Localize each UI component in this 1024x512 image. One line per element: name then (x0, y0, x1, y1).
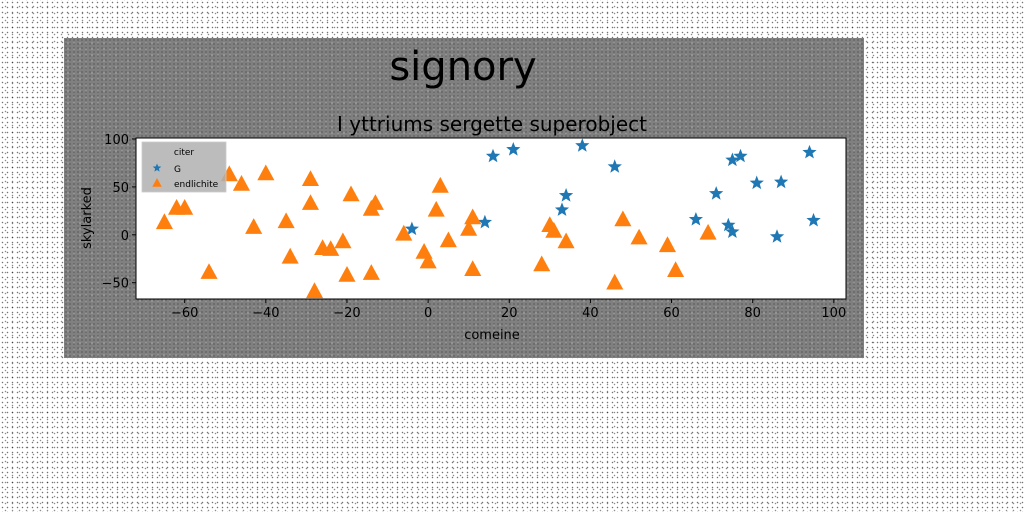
point-endlichite (338, 266, 356, 282)
figure-suptitle: signory (389, 44, 536, 90)
point-endlichite (699, 223, 717, 240)
point-endlichite (464, 260, 482, 276)
legend-marker-g (152, 163, 162, 172)
point-g (725, 152, 740, 167)
point-endlichite (301, 194, 319, 210)
point-endlichite (301, 170, 319, 186)
x-tick-label: 0 (424, 306, 432, 321)
legend-marker-endlichite (152, 178, 162, 187)
point-endlichite (155, 213, 173, 230)
scatter-chart: signory I yttriums sergette superobject … (80, 44, 847, 343)
point-endlichite (431, 176, 449, 193)
x-tick-label: −20 (333, 306, 360, 321)
chart-title: I yttriums sergette superobject (337, 112, 647, 136)
point-endlichite (342, 185, 360, 202)
y-axis: −50 0 50 100 (102, 133, 136, 292)
point-g (575, 138, 590, 152)
point-endlichite (200, 263, 218, 279)
point-endlichite (362, 264, 380, 280)
point-endlichite (606, 273, 624, 290)
point-endlichite (281, 247, 299, 264)
point-g (554, 202, 570, 216)
legend-label: G (174, 165, 181, 175)
x-axis-label: comeine (464, 328, 520, 343)
point-endlichite (322, 240, 340, 256)
y-tick-label: −50 (102, 277, 129, 292)
point-endlichite (545, 222, 563, 238)
point-g (769, 229, 785, 243)
x-tick-label: 100 (821, 306, 846, 321)
point-endlichite (533, 255, 551, 272)
point-endlichite (460, 220, 478, 236)
point-g (774, 174, 789, 189)
point-endlichite (614, 210, 632, 227)
point-g (404, 221, 419, 236)
y-tick-label: 0 (121, 229, 129, 244)
point-g (709, 186, 724, 200)
point-g (506, 142, 521, 156)
point-endlichite (667, 261, 685, 277)
x-tick-label: 60 (663, 306, 680, 321)
point-g (725, 224, 740, 238)
point-endlichite (439, 231, 457, 248)
point-g (607, 159, 622, 173)
x-tick-label: −40 (252, 306, 279, 321)
point-endlichite (419, 252, 437, 269)
point-endlichite (395, 224, 413, 241)
x-tick-label: 20 (501, 306, 518, 321)
point-endlichite (245, 218, 263, 234)
point-g (485, 148, 501, 163)
point-endlichite (557, 232, 575, 249)
legend-title: citer (174, 148, 195, 158)
plot-area (135, 137, 847, 300)
point-endlichite (277, 212, 295, 229)
point-endlichite (334, 232, 352, 249)
point-endlichite (658, 236, 676, 253)
point-g (688, 212, 703, 226)
legend-label: endlichite (174, 180, 219, 190)
point-endlichite (176, 199, 194, 215)
point-endlichite (427, 200, 445, 217)
point-g (558, 188, 574, 202)
point-g (749, 175, 764, 190)
point-g (721, 217, 736, 232)
data-points (155, 138, 821, 299)
y-tick-label: 100 (104, 133, 129, 148)
point-endlichite (464, 208, 482, 225)
x-tick-label: −60 (171, 306, 198, 321)
point-endlichite (366, 194, 384, 210)
x-axis: −60 −40 −20 0 20 40 60 80 100 (171, 299, 846, 321)
point-g (733, 148, 748, 163)
x-tick-label: 80 (744, 306, 761, 321)
point-g (802, 144, 817, 159)
point-endlichite (232, 175, 250, 191)
point-g (477, 214, 492, 229)
x-tick-label: 40 (582, 306, 599, 321)
y-axis-label: skylarked (80, 187, 95, 249)
point-endlichite (257, 164, 275, 181)
point-endlichite (630, 228, 648, 245)
point-endlichite (306, 282, 324, 299)
point-g (806, 212, 821, 227)
figure: signory I yttriums sergette superobject … (64, 38, 864, 358)
y-tick-label: 50 (112, 181, 129, 196)
